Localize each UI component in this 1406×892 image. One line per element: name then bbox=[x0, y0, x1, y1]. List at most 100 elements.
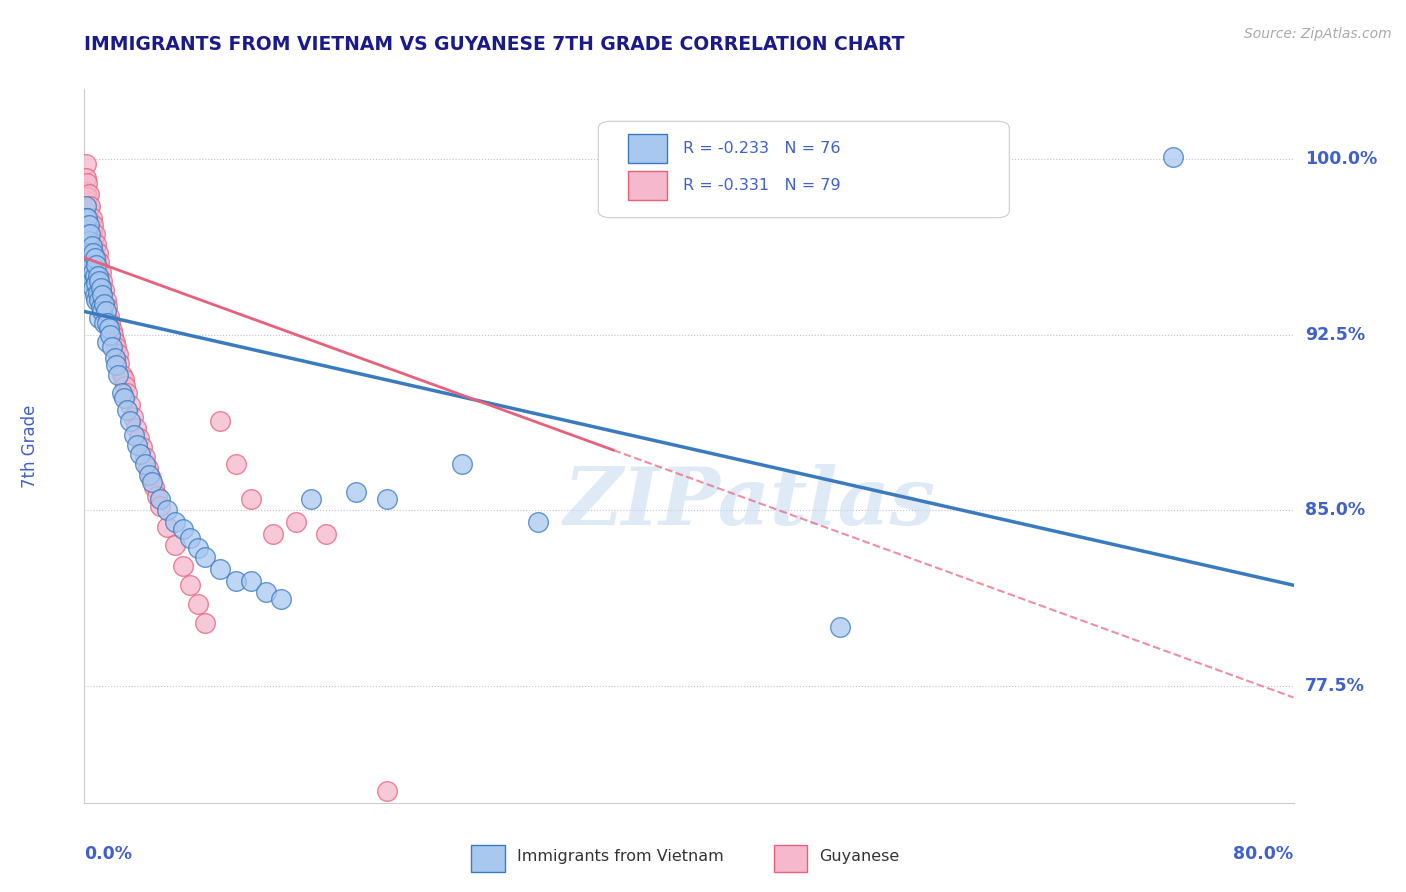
Point bbox=[112, 372, 135, 386]
Point bbox=[163, 538, 186, 552]
Point bbox=[114, 379, 136, 393]
Point bbox=[75, 213, 97, 227]
Point bbox=[84, 227, 107, 242]
Text: 0.0%: 0.0% bbox=[84, 845, 132, 863]
Point bbox=[830, 620, 852, 634]
Point bbox=[89, 284, 111, 298]
Point bbox=[82, 246, 104, 260]
Point bbox=[90, 281, 112, 295]
Point bbox=[89, 274, 111, 288]
Point bbox=[76, 190, 98, 204]
Point bbox=[138, 468, 160, 483]
Text: R = -0.233   N = 76: R = -0.233 N = 76 bbox=[683, 141, 841, 156]
Point bbox=[179, 578, 201, 592]
Point bbox=[131, 440, 153, 454]
Point bbox=[115, 386, 138, 401]
Bar bbox=[471, 845, 505, 872]
Point bbox=[77, 216, 100, 230]
Point bbox=[209, 414, 232, 428]
Point bbox=[76, 218, 98, 232]
Point bbox=[87, 269, 110, 284]
Point bbox=[79, 265, 101, 279]
Point bbox=[80, 225, 103, 239]
Point bbox=[86, 258, 108, 272]
Point bbox=[172, 559, 194, 574]
Point bbox=[156, 519, 179, 533]
Point bbox=[104, 351, 127, 366]
Point bbox=[172, 522, 194, 536]
Text: 77.5%: 77.5% bbox=[1305, 677, 1364, 695]
Point bbox=[149, 491, 172, 506]
Point bbox=[82, 281, 104, 295]
Point bbox=[134, 450, 156, 464]
Text: 80.0%: 80.0% bbox=[1233, 845, 1294, 863]
Point bbox=[82, 265, 104, 279]
Point bbox=[82, 246, 104, 260]
Point bbox=[375, 784, 398, 798]
Point bbox=[75, 227, 97, 242]
Point bbox=[84, 269, 107, 284]
Point bbox=[284, 515, 308, 529]
Point bbox=[77, 251, 100, 265]
Point bbox=[89, 293, 111, 307]
Point bbox=[80, 258, 103, 272]
Point bbox=[118, 398, 141, 412]
Point bbox=[142, 480, 165, 494]
Point bbox=[89, 311, 111, 326]
Point bbox=[98, 327, 121, 342]
Point bbox=[1161, 150, 1184, 164]
Point bbox=[84, 251, 107, 265]
Point bbox=[112, 391, 135, 405]
Point bbox=[315, 526, 337, 541]
Point bbox=[84, 255, 107, 269]
Point bbox=[97, 309, 120, 323]
Point bbox=[270, 592, 292, 607]
Point bbox=[451, 457, 474, 471]
Point bbox=[87, 260, 110, 274]
Point bbox=[299, 491, 322, 506]
Point bbox=[239, 574, 262, 588]
Point bbox=[163, 515, 186, 529]
Point bbox=[94, 304, 117, 318]
Point bbox=[107, 346, 129, 360]
Point bbox=[76, 227, 98, 242]
Point bbox=[90, 278, 112, 293]
Point bbox=[375, 491, 398, 506]
Point bbox=[134, 457, 156, 471]
Point bbox=[121, 409, 143, 424]
Text: Source: ZipAtlas.com: Source: ZipAtlas.com bbox=[1244, 27, 1392, 41]
Point bbox=[105, 340, 128, 354]
Point bbox=[80, 211, 103, 225]
Point bbox=[75, 199, 97, 213]
Point bbox=[79, 199, 101, 213]
Point bbox=[156, 503, 179, 517]
Point bbox=[105, 359, 128, 373]
Point bbox=[262, 526, 284, 541]
Point bbox=[101, 327, 124, 342]
Point bbox=[79, 213, 101, 227]
Text: 92.5%: 92.5% bbox=[1305, 326, 1365, 343]
Point bbox=[129, 447, 152, 461]
Point bbox=[111, 368, 134, 382]
Point bbox=[118, 414, 141, 428]
Point bbox=[76, 176, 98, 190]
Text: IMMIGRANTS FROM VIETNAM VS GUYANESE 7TH GRADE CORRELATION CHART: IMMIGRANTS FROM VIETNAM VS GUYANESE 7TH … bbox=[84, 35, 905, 54]
Point bbox=[77, 187, 100, 202]
Point bbox=[122, 428, 145, 442]
Point bbox=[111, 386, 134, 401]
Point bbox=[86, 277, 108, 291]
Point bbox=[75, 199, 97, 213]
Point bbox=[75, 246, 97, 260]
Point bbox=[93, 316, 115, 330]
Point bbox=[79, 227, 101, 242]
Point bbox=[96, 300, 118, 314]
Point bbox=[82, 232, 104, 246]
Point bbox=[77, 202, 100, 216]
Point bbox=[77, 218, 100, 232]
Point bbox=[86, 251, 108, 265]
Point bbox=[209, 562, 232, 576]
Bar bbox=[773, 845, 807, 872]
Point bbox=[75, 185, 97, 199]
Point bbox=[526, 515, 548, 529]
Point bbox=[76, 211, 98, 225]
